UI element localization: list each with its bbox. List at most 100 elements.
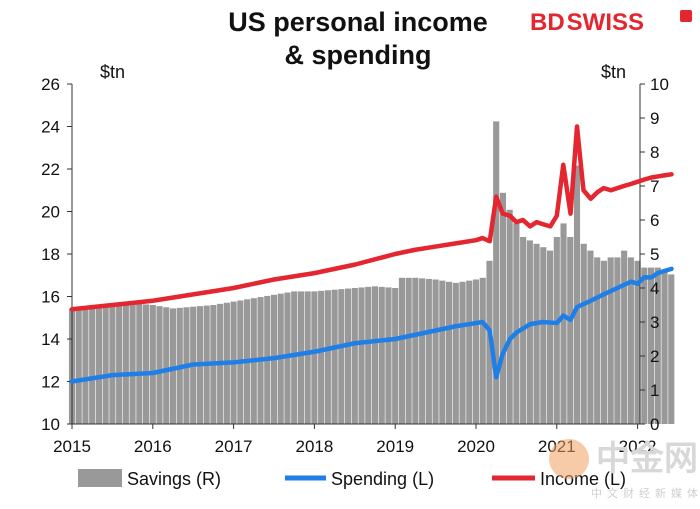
savings-bar <box>398 277 405 424</box>
savings-bar <box>641 267 648 424</box>
left-tick-label: 10 <box>41 415 60 434</box>
savings-bar <box>446 281 453 424</box>
savings-bar <box>627 257 634 424</box>
svg-text:BDSWISS: BDSWISS <box>530 9 644 36</box>
savings-bar <box>136 303 143 424</box>
savings-bar <box>668 274 675 424</box>
left-tick-label: 24 <box>41 118 60 137</box>
left-tick-label: 12 <box>41 373 60 392</box>
savings-bar <box>297 291 304 424</box>
savings-bar <box>156 306 163 424</box>
savings-bar <box>304 291 311 424</box>
income-line <box>69 124 674 312</box>
right-tick-label: 10 <box>650 75 669 94</box>
savings-bar <box>351 288 358 424</box>
savings-bar <box>506 209 513 424</box>
savings-bar <box>95 307 102 424</box>
savings-bar <box>331 289 338 424</box>
right-tick-label: 7 <box>650 177 659 196</box>
savings-bar <box>378 286 385 424</box>
savings-bar <box>526 240 533 424</box>
savings-bar <box>600 260 607 424</box>
right-tick-label: 8 <box>650 143 659 162</box>
savings-bar <box>324 290 331 424</box>
chart-title-line-2: & spending <box>285 40 432 70</box>
savings-bar <box>385 287 392 424</box>
savings-bar <box>472 279 480 424</box>
savings-bar <box>587 250 594 424</box>
savings-bar <box>634 260 641 424</box>
savings-bar <box>169 308 177 424</box>
legend-label-savings: Savings (R) <box>127 469 221 489</box>
left-tick-label: 22 <box>41 160 60 179</box>
brand-logo-bd: BD <box>530 9 565 36</box>
savings-bar <box>654 267 661 424</box>
left-tick-label: 26 <box>41 75 60 94</box>
chart-title-line-1: US personal income <box>228 7 488 37</box>
savings-bar <box>122 303 129 424</box>
savings-bar <box>311 291 318 424</box>
savings-bar <box>75 308 82 424</box>
legend-swatch-savings <box>78 469 122 487</box>
watermark-title: 中金网 <box>596 439 698 478</box>
x-tick-label: 2017 <box>215 437 253 456</box>
savings-bar <box>82 308 89 424</box>
savings-bar <box>499 192 506 424</box>
legend-label-spending: Spending (L) <box>331 469 434 489</box>
savings-bar <box>129 303 136 424</box>
x-tick-label: 2020 <box>457 437 495 456</box>
savings-bar <box>493 121 500 425</box>
savings-bar <box>479 277 486 424</box>
right-tick-label: 9 <box>650 109 659 128</box>
savings-bar <box>345 288 352 424</box>
savings-bar <box>621 250 628 424</box>
savings-bar <box>102 306 109 424</box>
savings-bar <box>143 304 150 424</box>
savings-bar <box>432 279 439 424</box>
chart-axes <box>67 83 645 429</box>
x-tick-label: 2022 <box>619 437 657 456</box>
savings-bar <box>291 291 298 424</box>
right-axis-unit: $tn <box>601 62 626 82</box>
right-tick-label: 1 <box>650 381 659 400</box>
savings-bar <box>425 278 432 424</box>
savings-bar <box>109 305 116 424</box>
savings-bar <box>607 257 614 424</box>
savings-bar <box>547 250 554 424</box>
savings-bar <box>614 257 621 424</box>
savings-bar <box>439 280 446 424</box>
series-lines <box>69 124 674 384</box>
savings-bar <box>540 247 547 424</box>
savings-bar <box>412 277 419 424</box>
savings-bar <box>573 165 581 424</box>
savings-bar <box>149 305 156 424</box>
savings-bar <box>419 278 426 424</box>
right-tick-label: 6 <box>650 211 659 230</box>
left-tick-label: 16 <box>41 288 60 307</box>
savings-bar <box>560 223 567 424</box>
left-tick-label: 14 <box>41 330 60 349</box>
right-tick-label: 5 <box>650 245 659 264</box>
legend: Savings (R) Spending (L) Income (L) <box>78 469 626 489</box>
savings-bar <box>358 287 365 424</box>
watermark: 中金网 中文财经新媒体 <box>549 439 700 500</box>
savings-bar <box>392 288 399 424</box>
right-tick-label: 0 <box>650 415 659 434</box>
savings-bar <box>459 281 466 424</box>
brand-logo-swiss: SWISS <box>567 9 644 36</box>
savings-bar <box>338 289 345 424</box>
savings-bar <box>452 282 459 424</box>
savings-bar <box>661 271 668 424</box>
savings-bar <box>318 290 325 424</box>
savings-bar <box>365 286 372 424</box>
savings-bars <box>68 121 675 425</box>
x-tick-label: 2016 <box>134 437 172 456</box>
left-axis-unit: $tn <box>100 62 125 82</box>
x-tick-label: 2019 <box>376 437 414 456</box>
savings-bar <box>580 243 587 424</box>
watermark-subtitle: 中文财经新媒体 <box>591 486 700 500</box>
savings-bar <box>513 223 520 424</box>
savings-bar <box>553 237 560 424</box>
